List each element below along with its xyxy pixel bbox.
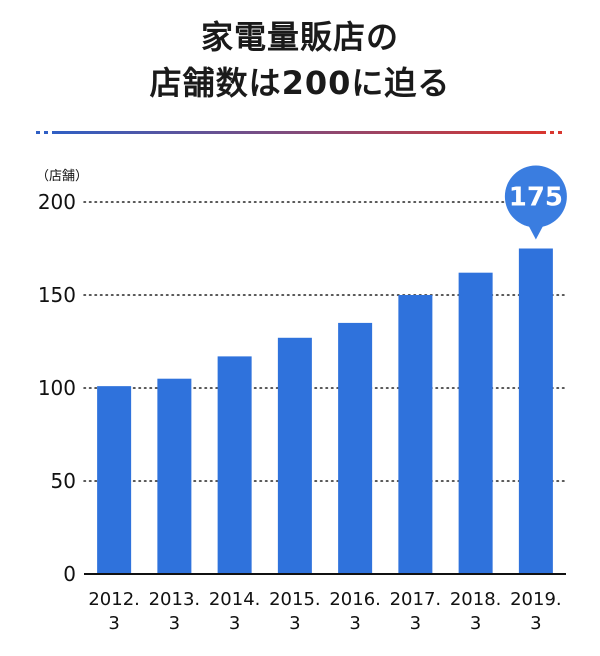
bars xyxy=(97,248,553,574)
chart-title: 家電量販店の 店舗数は200に迫る xyxy=(0,14,600,106)
divider-line xyxy=(52,131,546,134)
chart-title-line-2: 店舗数は200に迫る xyxy=(149,64,451,102)
title-divider xyxy=(36,131,562,134)
bar-2012.3 xyxy=(97,386,132,574)
bar-2017.3 xyxy=(398,295,433,574)
x-tick-label: 2015. xyxy=(269,589,321,610)
callout-bubble xyxy=(504,165,567,228)
bar-2016.3 xyxy=(338,322,373,574)
bar-2015.3 xyxy=(277,337,312,574)
gridlines xyxy=(83,201,567,482)
x-tick-label: 3 xyxy=(289,613,300,634)
value-callout: 175 xyxy=(504,165,567,240)
x-tick-label: 2013. xyxy=(149,589,201,610)
x-tick-label: 2019. xyxy=(510,589,562,610)
x-tick-label: 2012. xyxy=(88,589,140,610)
x-tick-label: 2014. xyxy=(209,589,261,610)
x-tick-label: 2016. xyxy=(329,589,381,610)
bar-2014.3 xyxy=(217,356,252,574)
y-tick-labels: 0 50 100 150 200 xyxy=(38,190,76,586)
x-tick-label: 3 xyxy=(470,613,481,634)
chart-title-line-1: 家電量販店の xyxy=(200,18,399,56)
divider-dot-right-1 xyxy=(550,131,554,134)
y-tick-label: 100 xyxy=(38,376,76,400)
divider-dot-left-2 xyxy=(44,131,48,134)
divider-dot-left-1 xyxy=(36,131,40,134)
divider-dot-right-2 xyxy=(558,131,562,134)
x-tick-label: 2017. xyxy=(390,589,442,610)
x-tick-label: 3 xyxy=(169,613,180,634)
bar-2018.3 xyxy=(458,272,493,574)
bar-2019.3 xyxy=(518,248,553,574)
x-tick-labels: 2012. 3 2013. 3 2014. 3 2015. 3 2016. 3 2017. 3 2018… xyxy=(88,589,561,634)
x-tick-label: 3 xyxy=(349,613,360,634)
y-tick-label: 150 xyxy=(38,283,76,307)
x-tick-label: 3 xyxy=(229,613,240,634)
y-tick-label: 0 xyxy=(63,562,76,586)
callout-value-label: 175 xyxy=(509,183,563,213)
y-tick-label: 50 xyxy=(51,469,76,493)
x-tick-label: 3 xyxy=(530,613,541,634)
bar-2013.3 xyxy=(157,378,192,574)
x-tick-label: 3 xyxy=(108,613,119,634)
x-tick-label: 2018. xyxy=(450,589,502,610)
x-tick-label: 3 xyxy=(410,613,421,634)
y-axis-unit-label: （店舗） xyxy=(36,169,88,184)
y-tick-label: 200 xyxy=(38,190,76,214)
